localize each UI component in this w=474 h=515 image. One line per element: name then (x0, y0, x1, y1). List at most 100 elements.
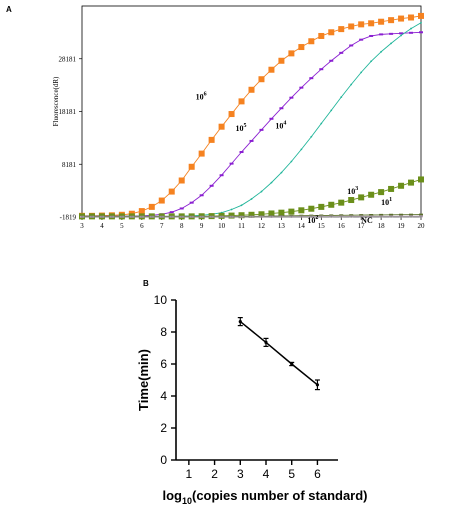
panel-b-x-tick-label: 5 (288, 467, 295, 481)
panel-a-data-point (198, 150, 205, 157)
panel-a-data-point (258, 76, 265, 83)
panel-a-annotation-text: 10 (275, 121, 283, 130)
panel-a-data-point (240, 204, 243, 207)
panel-b-series (237, 317, 320, 391)
panel-a-data-point (370, 215, 373, 218)
panel-b-x-axis-label-subscript: 10 (182, 496, 192, 506)
panel-b-y-axis-label: Time(min) (136, 349, 151, 411)
panel-a-data-point (418, 12, 424, 19)
panel-a-data-point (270, 181, 273, 184)
panel-a-annotation: 102 (307, 215, 318, 225)
panel-a-data-point (370, 60, 373, 63)
panel-a-data-point (320, 122, 323, 125)
panel-a-data-point (260, 215, 263, 218)
panel-a-data-point (388, 17, 395, 24)
panel-a-data-point (320, 215, 323, 218)
panel-a-data-point (168, 188, 175, 195)
panel-a-data-point (101, 215, 103, 218)
panel-a-series-2 (81, 21, 422, 218)
panel-a-annotation: 106 (196, 91, 207, 101)
panel-a-data-point (408, 14, 415, 21)
panel-a-annotation-superscript: 5 (244, 123, 247, 129)
panel-a-data-point (378, 18, 385, 25)
panel-a-series-line (82, 22, 422, 217)
panel-b-label: B (143, 279, 149, 288)
panel-a-x-tick-label: 4 (100, 222, 104, 230)
panel-a-data-point (318, 32, 325, 39)
panel-a-x-tick-label: 19 (398, 222, 406, 230)
panel-a-data-point (390, 215, 392, 218)
panel-a-data-point (290, 160, 293, 163)
panel-a-data-point (338, 26, 345, 33)
panel-a-data-point (140, 215, 143, 218)
panel-b-y-tick-label: 8 (160, 325, 167, 339)
panel-a-data-point (250, 198, 253, 200)
panel-a-data-point (368, 191, 375, 198)
panel-b-marker (238, 320, 242, 324)
panel-a-data-point (268, 210, 275, 217)
panel-a-annotation-text: 10 (196, 92, 204, 101)
panel-a-data-point (350, 83, 353, 86)
panel-a-data-point (248, 86, 255, 93)
panel-a-data-point (410, 27, 412, 30)
panel-a-data-point (240, 215, 243, 218)
panel-a-data-point (310, 215, 313, 218)
panel-a-x-tick-label: 3 (80, 222, 84, 230)
panel-a-annotation: 105 (236, 123, 247, 133)
panel-a-data-point (338, 199, 345, 206)
panel-a-data-point (340, 215, 343, 218)
panel-b-y-tick-label: 10 (154, 293, 168, 307)
panel-a-x-tick-label: 16 (338, 222, 346, 230)
panel-a-data-point (188, 163, 195, 170)
panel-a-data-point (368, 20, 375, 27)
panel-a-data-point (238, 212, 245, 219)
panel-a-data-point (178, 177, 185, 184)
panel-a-y-tick-label: -1819 (60, 214, 77, 222)
panel-a-data-point (278, 209, 285, 216)
panel-a-x-tick-label: 6 (140, 222, 144, 230)
panel-a-x-tick-label: 7 (160, 222, 164, 230)
panel-a-data-point (130, 215, 133, 218)
panel-a-data-point (310, 135, 313, 138)
panel-a-data-point (398, 15, 405, 22)
panel-a-data-point (81, 215, 83, 218)
panel-a-data-point (378, 189, 385, 196)
panel-a-data-point (290, 215, 293, 218)
panel-a-data-point (348, 197, 355, 204)
panel-a-data-point (300, 148, 303, 151)
panel-b-x-axis-label-log: log (162, 488, 182, 503)
panel-a-data-point (380, 50, 383, 53)
panel-b-data-point (314, 379, 320, 391)
panel-a-data-point (148, 203, 155, 210)
panel-a-y-tick-label: 28181 (59, 55, 77, 63)
panel-a-data-point (400, 215, 402, 218)
panel-a-data-point (380, 215, 383, 218)
panel-a-label: A (6, 5, 12, 14)
panel-a-data-point (348, 23, 355, 30)
panel-a-x-tick-label: 9 (200, 222, 204, 230)
panel-a-data-point (150, 215, 153, 218)
panel-a-x-tick-label: 8 (180, 222, 184, 230)
panel-a-x-tick-label: 10 (218, 222, 226, 230)
panel-a-annotation: 101 (381, 197, 392, 207)
panel-a-data-point (210, 215, 213, 218)
panel-a-data-point (298, 207, 305, 214)
panel-a-data-point (220, 215, 223, 218)
panel-a-annotation-text: 10 (307, 216, 315, 225)
panel-b-x-tick-label: 3 (237, 467, 244, 481)
panel-a-series-1 (80, 31, 423, 218)
panel-a-frame (81, 5, 422, 218)
panel-a-data-point (358, 21, 365, 28)
panel-a-series-line (82, 15, 422, 217)
panel-a-data-point (390, 42, 392, 45)
panel-a-data-point (120, 215, 123, 218)
panel-a-data-point (230, 215, 233, 218)
panel-a-data-point (288, 50, 295, 57)
panel-a-data-point (408, 179, 415, 186)
panel-a-data-point (230, 208, 233, 211)
panel-a-series (79, 12, 424, 220)
panel-a-data-point (228, 111, 235, 118)
panel-b-marker (290, 362, 294, 366)
